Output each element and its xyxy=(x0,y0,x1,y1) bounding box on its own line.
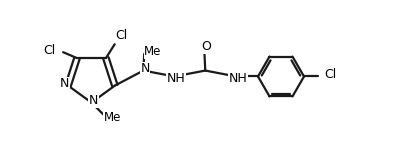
Text: N: N xyxy=(60,77,70,90)
Text: N: N xyxy=(89,94,98,107)
Text: Me: Me xyxy=(144,45,162,58)
Text: NH: NH xyxy=(166,72,185,85)
Text: Me: Me xyxy=(103,111,121,124)
Text: Cl: Cl xyxy=(43,44,55,57)
Text: N: N xyxy=(140,62,150,76)
Text: O: O xyxy=(201,40,211,53)
Text: NH: NH xyxy=(228,72,247,85)
Text: Cl: Cl xyxy=(324,68,337,81)
Text: Cl: Cl xyxy=(116,29,128,42)
